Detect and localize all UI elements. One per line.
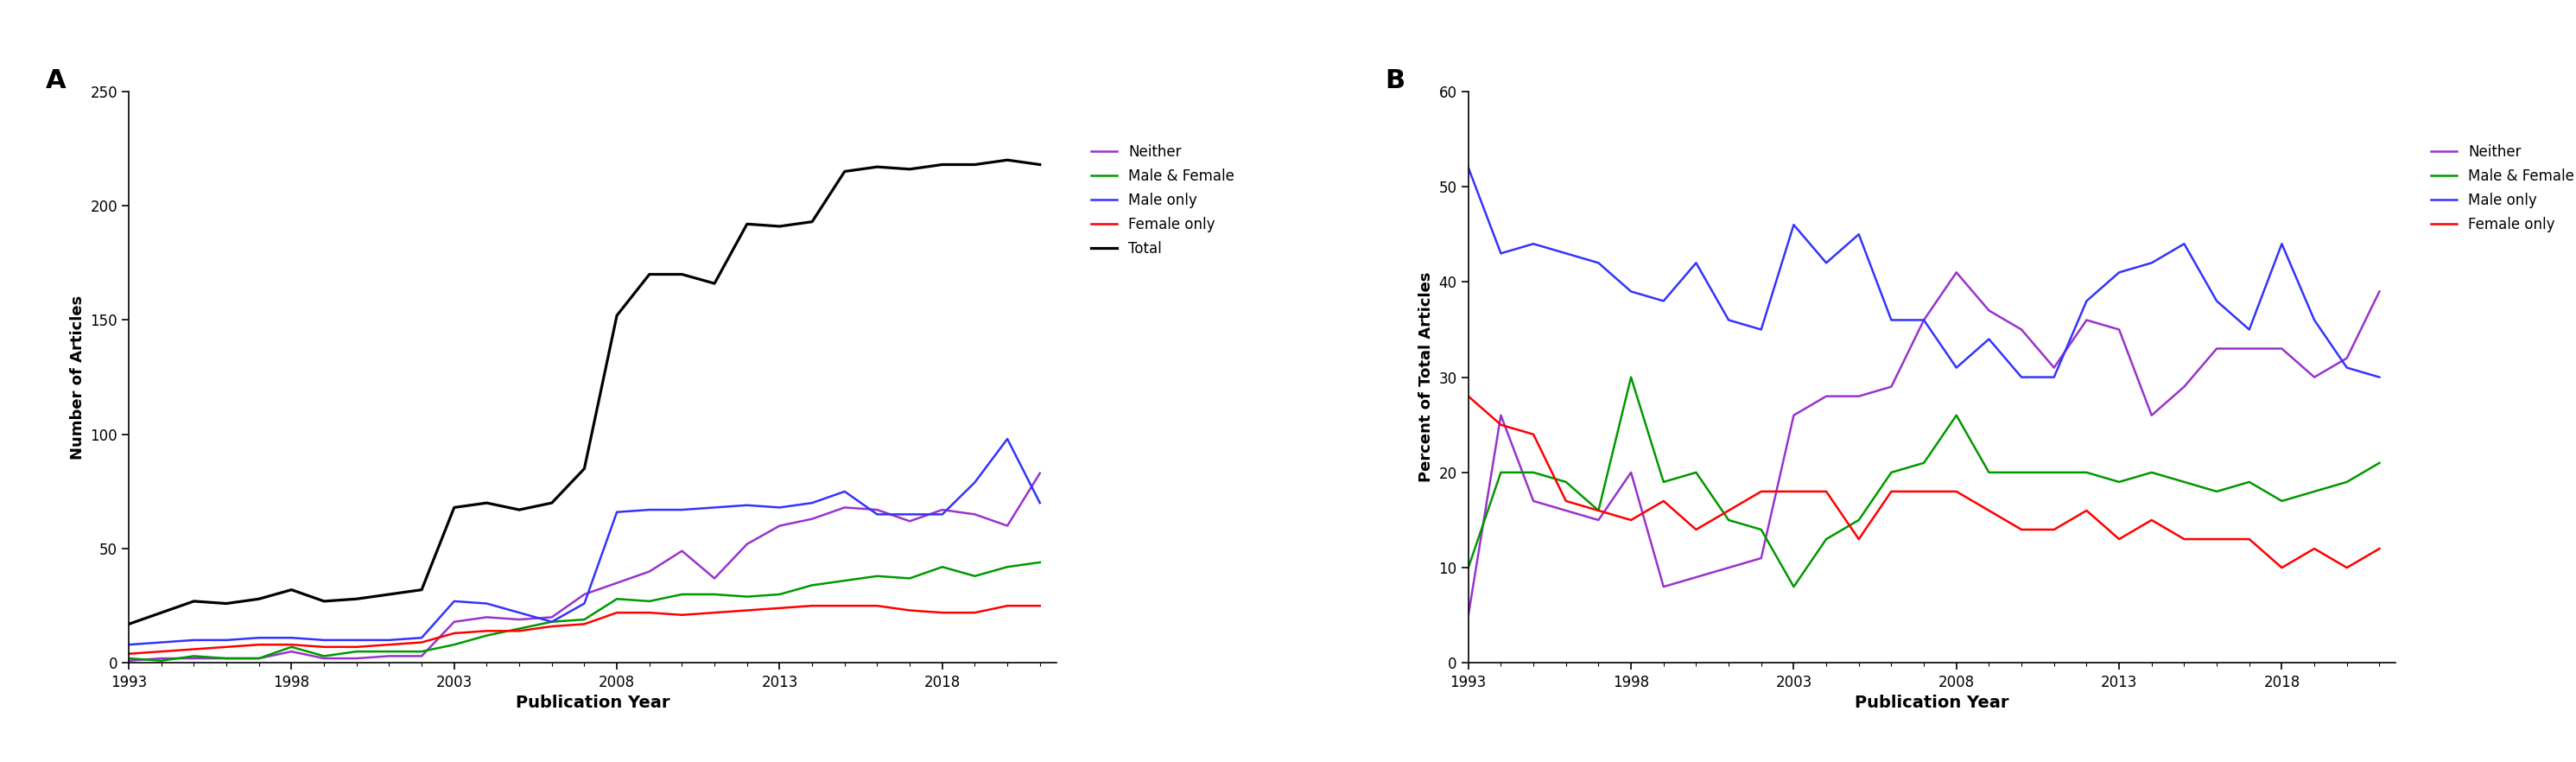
Y-axis label: Percent of Total Articles: Percent of Total Articles <box>1419 272 1435 482</box>
Legend: Neither, Male & Female, Male only, Female only, Total: Neither, Male & Female, Male only, Femal… <box>1092 144 1234 257</box>
Legend: Neither, Male & Female, Male only, Female only: Neither, Male & Female, Male only, Femal… <box>2432 144 2573 232</box>
Text: B: B <box>1386 69 1404 94</box>
Text: A: A <box>46 69 67 94</box>
Y-axis label: Number of Articles: Number of Articles <box>70 295 85 459</box>
X-axis label: Publication Year: Publication Year <box>515 695 670 711</box>
X-axis label: Publication Year: Publication Year <box>1855 695 2009 711</box>
